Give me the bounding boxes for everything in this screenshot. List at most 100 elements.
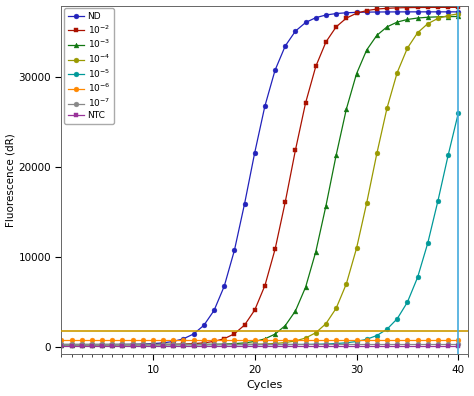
$10^{-2}$ [313, 64, 319, 69]
$10^{-3}$ [69, 342, 74, 347]
$10^{-4}$ [130, 342, 136, 347]
NTC [272, 344, 278, 348]
$10^{-5}$ [425, 241, 430, 246]
$10^{-3}$ [221, 342, 227, 346]
$10^{-2}$ [242, 323, 247, 327]
$10^{-3}$ [374, 33, 380, 38]
NTC [231, 344, 237, 348]
$10^{-7}$ [140, 342, 146, 346]
Line: NTC: NTC [59, 343, 461, 348]
ND [171, 339, 176, 344]
$10^{-5}$ [109, 342, 115, 347]
$10^{-4}$ [374, 151, 380, 156]
$10^{-5}$ [150, 342, 156, 347]
$10^{-7}$ [313, 342, 319, 346]
ND [374, 10, 380, 14]
$10^{-6}$ [313, 338, 319, 343]
NTC [445, 344, 451, 348]
$10^{-6}$ [58, 338, 64, 343]
$10^{-7}$ [252, 342, 257, 346]
$10^{-2}$ [252, 308, 257, 312]
$10^{-6}$ [344, 338, 349, 343]
$10^{-5}$ [130, 342, 136, 347]
$10^{-3}$ [364, 48, 370, 52]
$10^{-6}$ [374, 338, 380, 343]
$10^{-4}$ [150, 342, 156, 347]
$10^{-7}$ [119, 342, 125, 346]
$10^{-6}$ [292, 338, 298, 343]
ND [242, 202, 247, 206]
ND [313, 15, 319, 20]
NTC [119, 344, 125, 348]
$10^{-3}$ [425, 15, 430, 20]
$10^{-7}$ [79, 342, 84, 346]
$10^{-6}$ [119, 338, 125, 343]
$10^{-6}$ [89, 338, 95, 343]
NTC [140, 344, 146, 348]
$10^{-7}$ [404, 342, 410, 346]
$10^{-6}$ [394, 338, 400, 343]
ND [323, 13, 329, 17]
$10^{-6}$ [272, 338, 278, 343]
NTC [242, 344, 247, 348]
NTC [262, 344, 268, 348]
$10^{-6}$ [211, 338, 217, 343]
$10^{-5}$ [283, 342, 288, 347]
NTC [79, 344, 84, 348]
$10^{-4}$ [191, 342, 197, 347]
$10^{-7}$ [283, 342, 288, 346]
$10^{-4}$ [404, 46, 410, 51]
$10^{-6}$ [333, 338, 339, 343]
$10^{-3}$ [313, 249, 319, 254]
$10^{-6}$ [354, 338, 359, 343]
ND [181, 336, 186, 341]
NTC [323, 344, 329, 348]
$10^{-7}$ [425, 342, 430, 346]
NTC [404, 344, 410, 348]
$10^{-2}$ [211, 339, 217, 344]
NTC [221, 344, 227, 348]
ND [435, 10, 441, 14]
$10^{-2}$ [323, 40, 329, 44]
ND [333, 11, 339, 16]
NTC [435, 344, 441, 348]
$10^{-6}$ [404, 338, 410, 343]
$10^{-2}$ [374, 7, 380, 11]
ND [140, 342, 146, 346]
$10^{-6}$ [171, 338, 176, 343]
$10^{-5}$ [384, 327, 390, 331]
$10^{-5}$ [404, 300, 410, 305]
$10^{-2}$ [109, 342, 115, 347]
$10^{-2}$ [292, 148, 298, 152]
$10^{-5}$ [303, 342, 309, 347]
$10^{-3}$ [344, 107, 349, 112]
$10^{-5}$ [313, 342, 319, 346]
$10^{-5}$ [333, 341, 339, 346]
$10^{-6}$ [435, 338, 441, 343]
$10^{-5}$ [354, 339, 359, 344]
$10^{-4}$ [231, 342, 237, 347]
$10^{-5}$ [211, 342, 217, 347]
$10^{-7}$ [181, 342, 186, 346]
NTC [211, 344, 217, 348]
$10^{-4}$ [201, 342, 207, 347]
$10^{-4}$ [252, 342, 257, 346]
$10^{-3}$ [109, 342, 115, 347]
$10^{-6}$ [69, 338, 74, 343]
$10^{-6}$ [384, 338, 390, 343]
$10^{-4}$ [425, 21, 430, 26]
ND [130, 342, 136, 346]
$10^{-4}$ [435, 16, 441, 21]
$10^{-3}$ [119, 342, 125, 347]
$10^{-4}$ [69, 342, 74, 347]
$10^{-7}$ [242, 342, 247, 346]
ND [415, 10, 420, 14]
$10^{-6}$ [445, 338, 451, 343]
$10^{-4}$ [221, 342, 227, 347]
$10^{-7}$ [160, 342, 166, 346]
$10^{-2}$ [201, 341, 207, 345]
Line: $10^{-3}$: $10^{-3}$ [59, 14, 461, 347]
$10^{-3}$ [303, 285, 309, 289]
Line: $10^{-4}$: $10^{-4}$ [59, 11, 461, 347]
$10^{-6}$ [191, 338, 197, 343]
